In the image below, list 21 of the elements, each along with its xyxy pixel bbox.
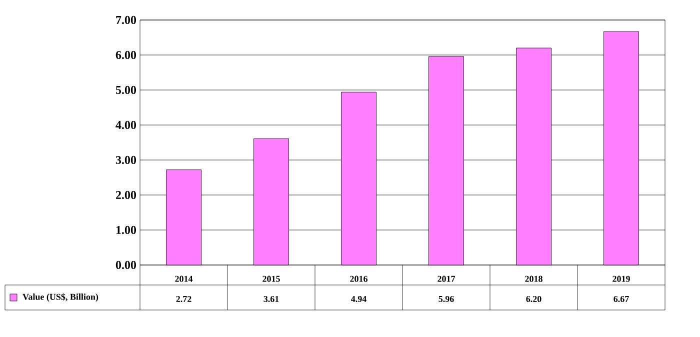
x-tick-label: 2014: [175, 276, 193, 282]
y-tick-label: 4.00: [116, 120, 136, 130]
x-tick-label: 2017: [438, 276, 456, 282]
x-tick-label: 2015: [262, 276, 280, 282]
data-label: 4.94: [351, 296, 366, 302]
data-label: 6.67: [614, 296, 629, 302]
x-tick-label: 2016: [350, 276, 368, 282]
y-tick-label: 3.00: [116, 156, 136, 164]
y-tick-label: 1.00: [116, 226, 136, 234]
data-label: 3.61: [264, 296, 279, 302]
data-label: 2.72: [176, 296, 192, 302]
data-label: 6.20: [526, 296, 542, 302]
legend-label: Value (US$, Billion): [22, 293, 98, 302]
y-tick-label: 2.00: [116, 190, 136, 200]
y-tick-label: 6.00: [116, 50, 136, 60]
y-tick-label: 5.00: [116, 86, 136, 94]
data-label: 5.96: [438, 296, 454, 302]
y-tick-label: 0.00: [116, 260, 136, 270]
x-tick-label: 2018: [525, 276, 542, 282]
y-tick-label: 7.00: [116, 16, 136, 24]
x-tick-label: 2019: [612, 276, 630, 282]
